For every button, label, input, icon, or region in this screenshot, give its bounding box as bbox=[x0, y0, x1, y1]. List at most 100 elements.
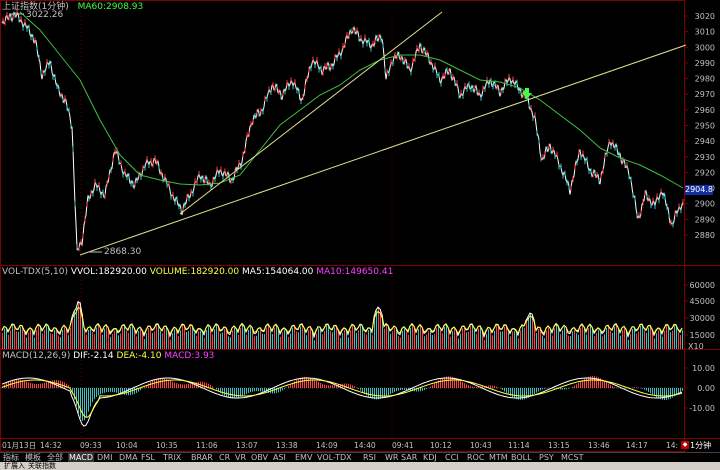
indicator-tab-dmi[interactable]: DMI bbox=[97, 453, 113, 462]
macd-bar bbox=[28, 382, 29, 388]
volume-bar bbox=[384, 328, 385, 349]
macd-bar bbox=[416, 388, 417, 392]
volume-bar bbox=[422, 329, 423, 349]
macd-bar bbox=[536, 388, 537, 393]
macd-bar bbox=[392, 388, 393, 393]
volume-bar bbox=[214, 329, 215, 349]
period-selector[interactable]: 1分钟 bbox=[690, 440, 712, 451]
volume-bar bbox=[552, 335, 553, 349]
macd-bar bbox=[36, 384, 37, 388]
macd-bar bbox=[34, 383, 35, 388]
extend-button[interactable]: 扩展入 bbox=[4, 462, 25, 470]
indicator-tab-sar[interactable]: SAR bbox=[401, 453, 418, 462]
macd-bar bbox=[308, 377, 309, 388]
indicator-tab-trix[interactable]: TRIX bbox=[163, 453, 182, 462]
volume-bar bbox=[472, 325, 473, 349]
volume-bar bbox=[34, 337, 35, 349]
indicator-tab-vr[interactable]: VR bbox=[235, 453, 247, 462]
indicator-tab-psy[interactable]: PSY bbox=[539, 453, 554, 462]
volume-bar bbox=[110, 336, 111, 349]
macd-bar bbox=[488, 385, 489, 388]
volume-bar bbox=[104, 328, 105, 349]
indicator-tab-mtm[interactable]: MTM bbox=[489, 453, 508, 462]
macd-bar bbox=[676, 388, 677, 396]
indicator-tab-emv[interactable]: EMV bbox=[295, 453, 313, 462]
volume-bar bbox=[268, 325, 269, 349]
macd-bar bbox=[300, 377, 301, 388]
macd-bar bbox=[242, 388, 243, 396]
time-tick-label: 14:17 bbox=[626, 441, 648, 450]
macd-bar bbox=[592, 376, 593, 388]
volume-ma10-line bbox=[1, 306, 683, 337]
indicator-tab-vol-tdx[interactable]: VOL-TDX bbox=[317, 453, 352, 462]
volume-bar bbox=[48, 327, 49, 349]
indicator-tab-brar[interactable]: BRAR bbox=[191, 453, 213, 462]
volume-bar bbox=[572, 331, 573, 349]
volume-bar bbox=[442, 333, 443, 349]
indicator-tab-cci[interactable]: CCI bbox=[445, 453, 459, 462]
indicator-tab-wr[interactable]: WR bbox=[385, 453, 399, 462]
volume-bar bbox=[4, 328, 5, 349]
macd-bar bbox=[234, 388, 235, 399]
period-arrow-icon[interactable]: ◆ bbox=[681, 441, 689, 449]
macd-bar bbox=[464, 383, 465, 388]
volume-bar bbox=[332, 332, 333, 349]
volume-bar bbox=[238, 334, 239, 349]
volume-bar bbox=[454, 329, 455, 349]
trend-line-long[interactable] bbox=[79, 44, 687, 256]
macd-bar bbox=[296, 379, 297, 388]
macd-bar bbox=[608, 383, 609, 388]
volume-bar bbox=[556, 325, 557, 349]
volume-bars bbox=[2, 300, 683, 349]
macd-bar bbox=[154, 379, 155, 388]
signal-arrow-icon[interactable] bbox=[522, 88, 532, 99]
indicator-tab-roc[interactable]: ROC bbox=[467, 453, 485, 462]
indicator-tab-dma[interactable]: DMA bbox=[119, 453, 138, 462]
macd-bar bbox=[426, 388, 427, 390]
trend-line-short[interactable] bbox=[179, 11, 443, 215]
indicator-tab-kdj[interactable]: KDJ bbox=[423, 453, 437, 462]
indicator-tab-asi[interactable]: ASI bbox=[273, 453, 286, 462]
indicator-tab-rsi[interactable]: RSI bbox=[363, 453, 376, 462]
volume-bar bbox=[282, 332, 283, 349]
related-index-button[interactable]: 关联指数 bbox=[28, 462, 56, 470]
volume-bar bbox=[676, 326, 677, 349]
macd-bar bbox=[384, 388, 385, 398]
macd-bar bbox=[24, 380, 25, 388]
macd-bar bbox=[134, 388, 135, 394]
indicator-tab--[interactable]: 全部 bbox=[47, 453, 63, 462]
macd-bar bbox=[52, 380, 53, 388]
macd-bar bbox=[372, 388, 373, 399]
indicator-tab-cr[interactable]: CR bbox=[219, 453, 231, 462]
current-price-tag: 2904.8 bbox=[685, 185, 713, 195]
indicator-tab-boll[interactable]: BOLL bbox=[511, 453, 532, 462]
chart-canvas[interactable]: 3020 3010 3000 2990 2980 2970 2960 2950 2940 2930… bbox=[0, 0, 720, 452]
volume-bar bbox=[528, 317, 529, 349]
time-tick-label: 01月13日 bbox=[2, 441, 36, 450]
volume-bar bbox=[626, 331, 627, 349]
macd-bar bbox=[116, 388, 117, 393]
macd-bar bbox=[222, 388, 223, 395]
macd-bar bbox=[658, 388, 659, 399]
indicator-tab-obv[interactable]: OBV bbox=[251, 453, 269, 462]
macd-bar bbox=[64, 382, 65, 388]
indicator-tab-mcst[interactable]: MCST bbox=[561, 453, 584, 462]
macd-bar bbox=[644, 388, 645, 390]
macd-bar bbox=[188, 383, 189, 388]
time-tick-label: 14: bbox=[666, 441, 678, 450]
indicator-tab--[interactable]: 模板 bbox=[25, 453, 41, 462]
volume-bar bbox=[20, 327, 21, 349]
volume-bar bbox=[82, 314, 83, 349]
volume-bar bbox=[80, 302, 81, 349]
volume-bar bbox=[310, 328, 311, 349]
macd-bar bbox=[386, 388, 387, 397]
volume-bar bbox=[160, 330, 161, 349]
indicator-tab-fsl[interactable]: FSL bbox=[141, 453, 155, 462]
indicator-tab--[interactable]: 指标 bbox=[3, 453, 19, 462]
volume-bar bbox=[18, 331, 19, 349]
indicator-tab-macd[interactable]: MACD bbox=[68, 453, 94, 463]
volume-bar bbox=[630, 334, 631, 349]
macd-bar bbox=[540, 388, 541, 391]
volume-bar bbox=[588, 328, 589, 349]
volume-bar bbox=[574, 329, 575, 349]
